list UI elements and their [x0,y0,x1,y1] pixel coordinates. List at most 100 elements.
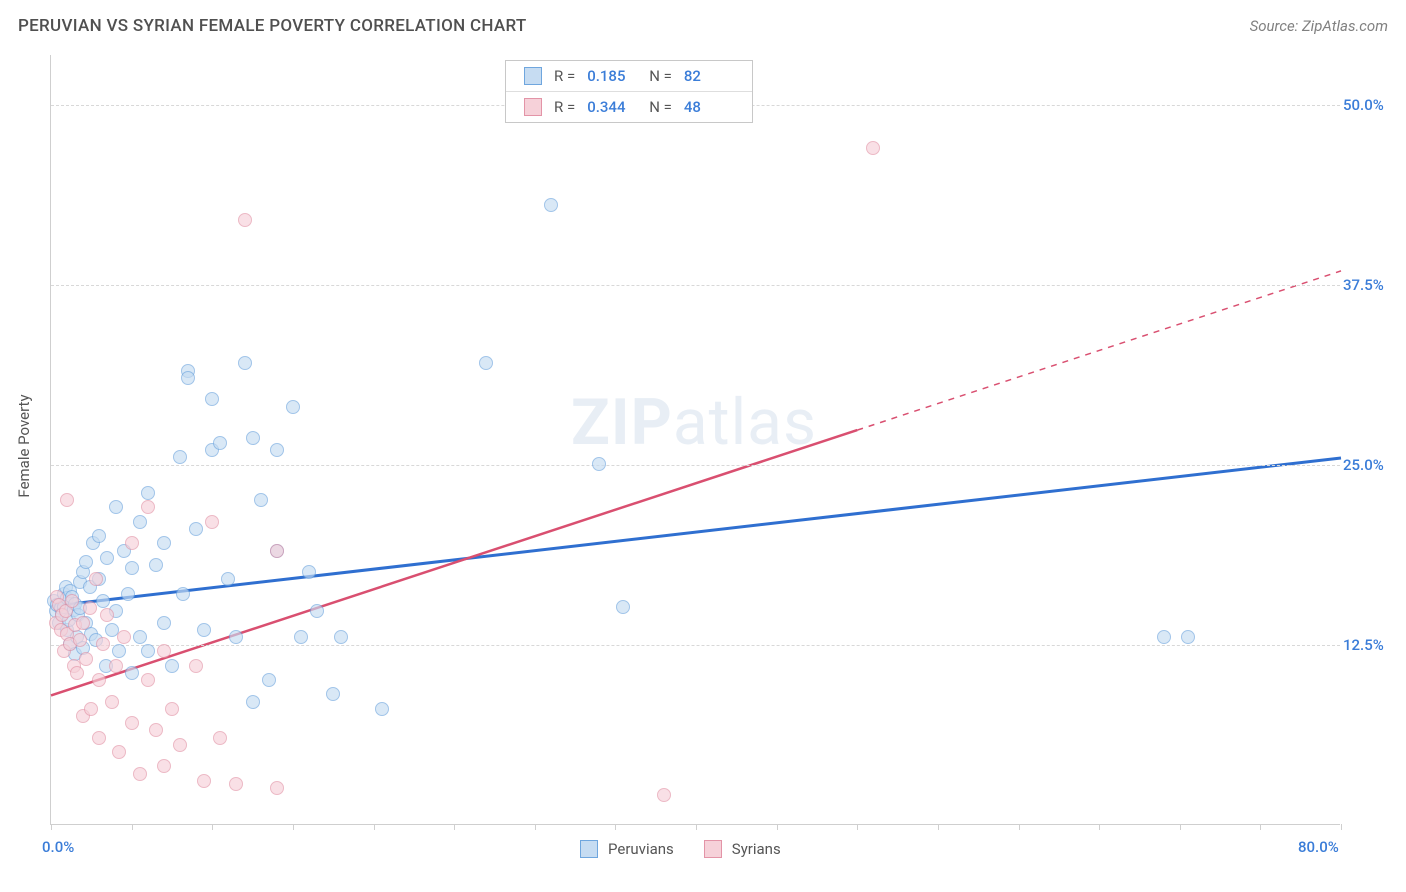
scatter-point [96,637,110,651]
x-tick [374,824,375,830]
scatter-point [149,558,163,572]
scatter-point [173,450,187,464]
scatter-point [205,515,219,529]
legend-swatch [704,840,722,858]
x-tick [1341,824,1342,830]
scatter-point [141,486,155,500]
scatter-point [125,666,139,680]
scatter-point [109,659,123,673]
scatter-point [157,644,171,658]
source-attribution: Source: ZipAtlas.com [1250,17,1388,35]
x-tick [615,824,616,830]
scatter-point [197,623,211,637]
x-tick [1180,824,1181,830]
gridline [51,645,1340,646]
x-tick [454,824,455,830]
correlation-legend: R =0.185N =82R =0.344N =48 [505,60,753,123]
n-label: N = [649,98,672,116]
legend-item: Peruvians [580,840,674,858]
scatter-point [121,587,135,601]
scatter-point [79,555,93,569]
scatter-point [105,695,119,709]
scatter-point [125,536,139,550]
scatter-point [479,356,493,370]
scatter-plot-area: ZIPatlas 12.5%25.0%37.5%50.0% [50,55,1340,825]
scatter-point [89,572,103,586]
scatter-point [100,551,114,565]
y-tick-label: 25.0% [1343,456,1398,474]
scatter-point [73,633,87,647]
scatter-point [286,400,300,414]
scatter-point [112,644,126,658]
scatter-point [133,630,147,644]
scatter-point [92,529,106,543]
scatter-point [213,436,227,450]
series-legend: Peruvians Syrians [580,840,781,858]
legend-row: R =0.344N =48 [506,91,752,122]
scatter-point [112,745,126,759]
scatter-point [254,493,268,507]
r-value: 0.185 [587,67,637,85]
scatter-point [197,774,211,788]
r-value: 0.344 [587,98,637,116]
scatter-point [83,601,97,615]
scatter-point [270,781,284,795]
watermark: ZIPatlas [571,385,817,460]
gridline [51,465,1340,466]
scatter-point [302,565,316,579]
scatter-point [60,493,74,507]
scatter-point [229,777,243,791]
scatter-point [294,630,308,644]
trend-line-solid [51,458,1341,606]
scatter-point [189,659,203,673]
legend-row: R =0.185N =82 [506,61,752,91]
x-tick [293,824,294,830]
legend-label: Syrians [732,840,781,858]
scatter-point [76,616,90,630]
scatter-point [84,702,98,716]
scatter-point [334,630,348,644]
scatter-point [96,594,110,608]
scatter-point [165,702,179,716]
legend-swatch [524,98,542,116]
x-tick [1099,824,1100,830]
chart-header: PERUVIAN VS SYRIAN FEMALE POVERTY CORREL… [18,16,1388,36]
scatter-point [189,522,203,536]
n-label: N = [649,67,672,85]
scatter-point [109,500,123,514]
chart-title: PERUVIAN VS SYRIAN FEMALE POVERTY CORREL… [18,16,527,36]
scatter-point [592,457,606,471]
scatter-point [270,544,284,558]
n-value: 82 [684,67,734,85]
scatter-point [165,659,179,673]
x-tick [535,824,536,830]
scatter-point [262,673,276,687]
scatter-point [181,371,195,385]
trend-line-solid [51,430,857,695]
legend-label: Peruvians [608,840,674,858]
x-tick [696,824,697,830]
x-tick [1260,824,1261,830]
x-tick [51,824,52,830]
trend-lines-layer [51,55,1340,824]
scatter-point [375,702,389,716]
scatter-point [92,673,106,687]
legend-item: Syrians [704,840,781,858]
scatter-point [157,536,171,550]
x-tick [777,824,778,830]
scatter-point [149,723,163,737]
scatter-point [213,731,227,745]
scatter-point [141,673,155,687]
scatter-point [100,608,114,622]
scatter-point [657,788,671,802]
scatter-point [133,515,147,529]
scatter-point [1157,630,1171,644]
y-tick-label: 37.5% [1343,276,1398,294]
x-tick [132,824,133,830]
scatter-point [205,392,219,406]
legend-swatch [580,840,598,858]
scatter-point [238,213,252,227]
scatter-point [141,644,155,658]
scatter-point [92,731,106,745]
scatter-point [173,738,187,752]
